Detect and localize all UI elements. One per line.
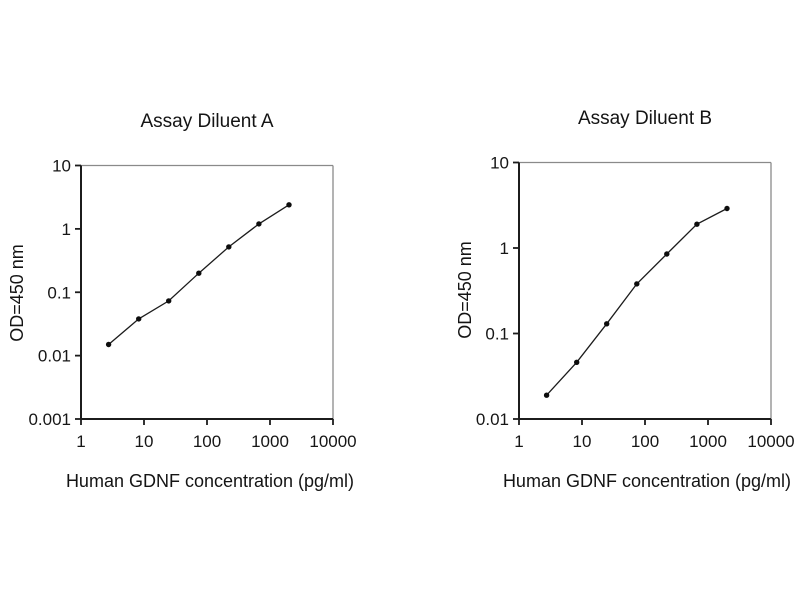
y-tick-label: 10 xyxy=(490,154,509,173)
x-tick-label: 1000 xyxy=(689,432,727,451)
chart-b-x-axis-label: Human GDNF concentration (pg/ml) xyxy=(502,471,792,491)
y-tick-label: 10 xyxy=(52,157,71,176)
y-tick-label: 0.001 xyxy=(28,410,71,429)
x-tick-label: 1000 xyxy=(251,432,289,451)
data-point-marker xyxy=(664,251,670,257)
data-point-marker xyxy=(196,270,202,276)
y-tick-label: 0.01 xyxy=(38,347,71,366)
standard-curve-line xyxy=(546,207,728,396)
x-tick-label: 1 xyxy=(514,432,523,451)
y-tick-label: 0.1 xyxy=(485,325,509,344)
data-point-marker xyxy=(226,244,232,250)
data-point-marker xyxy=(574,359,580,365)
x-tick-label: 10 xyxy=(573,432,592,451)
x-tick-label: 10000 xyxy=(747,432,794,451)
chart-b-title: Assay Diluent B xyxy=(577,108,713,129)
data-point-marker xyxy=(286,202,292,208)
chart-b-y-axis-label: OD=450 nm xyxy=(455,241,475,339)
data-point-marker xyxy=(724,205,730,212)
data-point-marker xyxy=(256,221,262,227)
x-tick-label: 100 xyxy=(193,432,221,451)
data-point-marker xyxy=(604,321,610,327)
x-tick-label: 10000 xyxy=(309,432,356,451)
y-tick-label: 1 xyxy=(62,220,71,239)
chart-a-y-axis-label: OD=450 nm xyxy=(7,244,27,342)
y-tick-label: 0.01 xyxy=(476,410,509,429)
x-tick-label: 1 xyxy=(76,432,85,451)
data-point-marker xyxy=(634,281,640,287)
data-point-marker xyxy=(105,341,112,348)
x-tick-label: 10 xyxy=(135,432,154,451)
data-point-marker xyxy=(166,298,172,304)
chart-a-x-axis-label: Human GDNF concentration (pg/ml) xyxy=(65,471,355,491)
data-point-marker xyxy=(543,392,550,398)
data-point-marker xyxy=(694,221,700,227)
x-tick-label: 100 xyxy=(631,432,659,451)
y-tick-label: 0.1 xyxy=(47,283,71,302)
y-tick-label: 1 xyxy=(500,239,509,258)
data-point-marker xyxy=(136,316,142,322)
chart-a-title: Assay Diluent A xyxy=(140,111,274,132)
